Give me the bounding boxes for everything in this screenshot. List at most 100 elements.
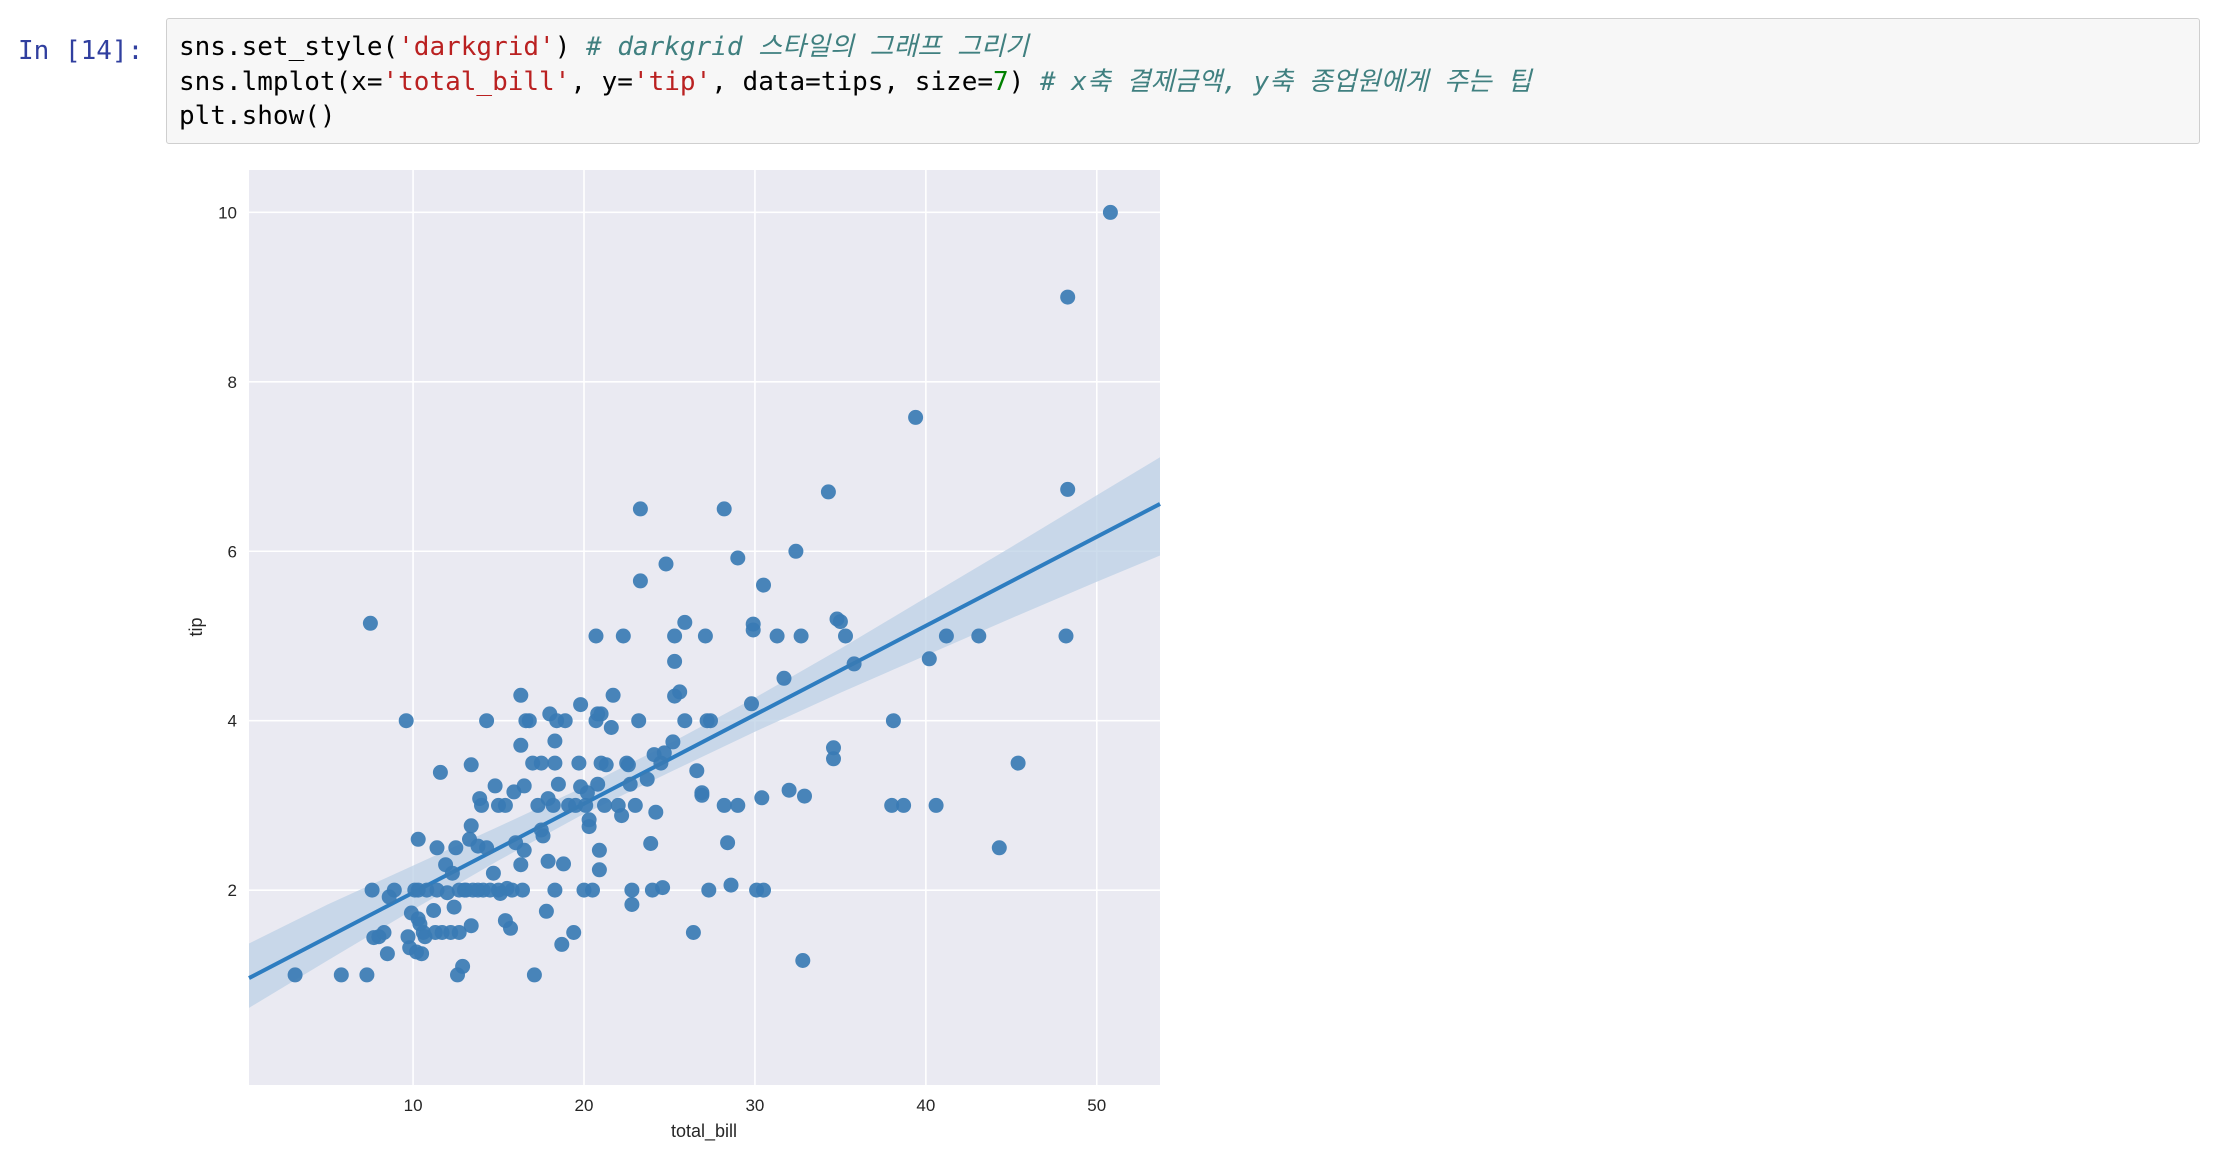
scatter-point xyxy=(398,713,414,729)
scatter-point xyxy=(769,628,785,644)
code-comment: # darkgrid 스타일의 그래프 그리기 xyxy=(586,32,1029,62)
scatter-point xyxy=(379,946,395,962)
code-token: sns.set_style( xyxy=(179,32,399,62)
scatter-point xyxy=(439,885,455,901)
scatter-point xyxy=(359,967,375,983)
scatter-point xyxy=(622,776,638,792)
scatter-point xyxy=(463,757,479,773)
scatter-point xyxy=(820,484,836,500)
scatter-point xyxy=(593,706,609,722)
code-token: , y= xyxy=(570,66,633,97)
scatter-point xyxy=(333,967,349,983)
scatter-point xyxy=(547,755,563,771)
x-axis-label: total_bill xyxy=(671,1121,737,1142)
scatter-point xyxy=(410,831,426,847)
scatter-point xyxy=(1060,481,1076,497)
scatter-point xyxy=(667,653,683,669)
y-tick-label: 2 xyxy=(228,881,237,900)
scatter-point xyxy=(885,713,901,729)
scatter-point xyxy=(451,925,467,940)
scatter-point xyxy=(591,862,607,878)
y-tick-label: 6 xyxy=(228,542,237,561)
scatter-point xyxy=(689,763,705,779)
scatter-point xyxy=(497,797,513,813)
scatter-point xyxy=(1102,204,1118,220)
regression-line-group xyxy=(248,502,1161,980)
scatter-point xyxy=(550,776,566,792)
code-line: sns.lmplot(x='total_bill', y='tip', data… xyxy=(179,67,1531,97)
scatter-point xyxy=(598,757,614,773)
scatter-point xyxy=(444,865,460,881)
scatter-point xyxy=(603,720,619,735)
scatter-point xyxy=(526,967,542,983)
scatter-point xyxy=(479,840,495,856)
scatter-point xyxy=(1060,289,1076,305)
scatter-point xyxy=(908,409,924,425)
code-editor[interactable]: sns.set_style('darkgrid') # darkgrid 스타일… xyxy=(179,30,1531,134)
scatter-point xyxy=(846,656,862,672)
scatter-point xyxy=(643,836,659,851)
scatter-point xyxy=(795,953,811,968)
scatter-point xyxy=(516,778,532,794)
scatter-point xyxy=(504,882,520,898)
scatter-point xyxy=(826,740,841,756)
scatter-point xyxy=(658,556,674,572)
scatter-point xyxy=(655,880,671,896)
plot-area-background xyxy=(249,170,1160,1085)
scatter-point xyxy=(701,882,717,898)
code-string: 'darkgrid' xyxy=(398,32,555,62)
scatter-point xyxy=(571,755,587,771)
scatter-point xyxy=(685,925,701,940)
scatter-point xyxy=(513,737,529,753)
cell-output: 10 20 30 40 50 2 4 6 8 10 total_bill tip xyxy=(170,160,1190,1160)
scatter-point xyxy=(793,628,809,644)
scatter-point xyxy=(446,899,462,915)
scatter-point xyxy=(426,903,442,918)
scatter-point xyxy=(448,840,464,856)
scatter-point xyxy=(745,616,761,632)
scatter-point xyxy=(579,785,595,801)
scatter-point xyxy=(554,936,570,952)
scatter-point xyxy=(921,651,937,667)
scatter-point xyxy=(656,745,672,761)
scatter-point xyxy=(631,713,647,729)
scatter-point xyxy=(677,614,693,630)
scatter-point xyxy=(566,925,582,940)
scatter-point xyxy=(515,882,530,898)
scatter-point xyxy=(485,865,501,881)
scatter-point xyxy=(474,797,489,813)
scatter-point xyxy=(585,882,600,898)
scatter-point xyxy=(287,967,303,983)
scatter-point xyxy=(991,840,1007,856)
confidence-band-group xyxy=(249,457,1160,1008)
lmplot-chart: 10 20 30 40 50 2 4 6 8 10 total_bill tip xyxy=(186,170,1161,1142)
scatter-point xyxy=(730,550,746,566)
scatter-point xyxy=(535,828,551,844)
scatter-point xyxy=(386,882,402,898)
scatter-point xyxy=(429,840,445,856)
scatter-point xyxy=(588,628,604,644)
scatter-point xyxy=(432,764,448,780)
scatter-point xyxy=(756,882,771,898)
scatter-point xyxy=(838,628,853,644)
code-cell-input[interactable]: sns.set_style('darkgrid') # darkgrid 스타일… xyxy=(166,18,2200,144)
x-tick-label: 10 xyxy=(404,1096,423,1115)
scatter-point xyxy=(884,797,900,813)
cell-prompt: In [14]: xyxy=(18,36,144,66)
scatter-point xyxy=(754,790,770,806)
scatter-point xyxy=(578,797,594,813)
regression-line xyxy=(248,502,1161,980)
scatter-point xyxy=(624,897,640,912)
scatter-point xyxy=(1058,628,1074,644)
scatter-point xyxy=(730,797,746,813)
scatter-point xyxy=(672,684,688,700)
y-axis-label: tip xyxy=(186,617,206,636)
x-tick-label: 20 xyxy=(575,1096,594,1115)
scatter-point xyxy=(667,628,683,644)
y-tick-label: 8 xyxy=(228,373,237,392)
scatter-point xyxy=(832,614,848,630)
scatter-point xyxy=(547,882,563,898)
scatter-point xyxy=(620,757,636,773)
scatter-point xyxy=(665,734,681,750)
scatter-point xyxy=(455,958,471,974)
